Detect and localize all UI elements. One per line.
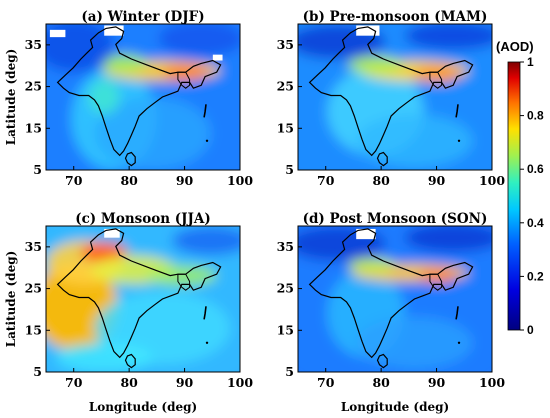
x-tick-label: 70: [65, 375, 83, 390]
panel-title: (d) Post Monsoon (SON): [303, 211, 488, 227]
colorbar-tick-label: 0: [527, 323, 534, 337]
y-tick-label: 15: [277, 322, 294, 337]
ylabel-top: Latitude (deg): [4, 49, 18, 146]
y-tick-label: 25: [277, 281, 294, 296]
x-tick-label: 70: [317, 375, 335, 390]
map-panel-2: (b) Pre-monsoon (MAM) 70 80 90 100 35 25 15 5: [277, 9, 506, 188]
x-tick-label: 80: [372, 375, 390, 390]
y-tick-label: 5: [33, 162, 42, 177]
india-border: [308, 228, 474, 359]
colorbar-tick-label: 1: [527, 55, 534, 69]
x-tick-label: 80: [372, 173, 390, 188]
ylabel-bottom: Latitude (deg): [4, 251, 18, 348]
colorbar-tick-label: 0.2: [527, 269, 544, 283]
map-frame: [297, 23, 493, 171]
map-panel-3: (c) Monsoon (JJA) 70 80 90 100 35 25 15 5: [25, 211, 254, 390]
andaman-islands: [203, 104, 207, 118]
colorbar-bar: [507, 61, 521, 331]
no-data-patch: [104, 25, 124, 36]
sri-lanka-border: [376, 151, 388, 167]
bangladesh-border: [177, 71, 191, 89]
no-data-patch: [356, 25, 380, 36]
panel-title: (a) Winter (DJF): [81, 9, 204, 25]
x-tick-label: 100: [227, 375, 253, 390]
y-tick-label: 35: [25, 239, 42, 254]
y-tick-label: 5: [285, 162, 294, 177]
andaman-islands: [203, 306, 207, 320]
bangladesh-border: [429, 273, 443, 291]
x-tick-label: 100: [227, 173, 253, 188]
y-tick-label: 35: [277, 239, 294, 254]
y-tick-label: 25: [25, 281, 42, 296]
x-tick-label: 90: [176, 173, 194, 188]
bangladesh-border: [177, 273, 191, 291]
aod-field: [298, 24, 492, 170]
y-tick-label: 15: [25, 120, 42, 135]
nicobar-island: [205, 139, 209, 142]
x-tick-label: 90: [176, 375, 194, 390]
y-tick-label: 5: [285, 364, 294, 379]
panel-title: (c) Monsoon (JJA): [75, 211, 211, 227]
sri-lanka-border: [124, 353, 136, 369]
xlabel-left: Longitude (deg): [89, 400, 197, 414]
y-tick-label: 25: [25, 79, 42, 94]
x-tick-label: 70: [65, 173, 83, 188]
nicobar-island: [457, 341, 461, 344]
nicobar-island: [457, 139, 461, 142]
y-tick-label: 35: [277, 37, 294, 52]
sri-lanka-border: [376, 353, 388, 369]
bangladesh-border: [429, 71, 443, 89]
y-tick-label: 15: [25, 322, 42, 337]
colorbar: 1 0.8 0.6 0.4 0.2 0 (AOD): [496, 39, 544, 337]
aod-field: [298, 226, 492, 372]
x-tick-label: 80: [120, 173, 138, 188]
y-tick-label: 5: [33, 364, 42, 379]
no-data-patch: [212, 54, 223, 61]
x-tick-label: 70: [317, 173, 335, 188]
map-frame: [297, 225, 493, 373]
y-tick-label: 15: [277, 120, 294, 135]
colorbar-tick-label: 0.4: [527, 216, 544, 230]
x-tick-label: 90: [428, 375, 446, 390]
x-tick-label: 100: [479, 173, 505, 188]
map-panel-4: (d) Post Monsoon (SON) 70 80 90 100 35 25 15 5: [277, 211, 506, 390]
map-frame: [45, 225, 241, 373]
panel-title: (b) Pre-monsoon (MAM): [303, 9, 488, 25]
sri-lanka-border: [124, 151, 136, 167]
x-tick-label: 100: [479, 375, 505, 390]
andaman-islands: [455, 306, 459, 320]
india-border: [56, 228, 222, 359]
aod-field: [46, 226, 240, 372]
no-data-patch: [356, 228, 376, 240]
india-border: [308, 26, 474, 157]
india-border: [56, 26, 222, 157]
y-tick-label: 25: [277, 79, 294, 94]
andaman-islands: [455, 104, 459, 118]
map-panel-1: (a) Winter (DJF) 70 80 90 100 35 25 15 5: [25, 9, 254, 188]
colorbar-tick-label: 0.6: [527, 162, 544, 176]
colorbar-title: (AOD): [496, 39, 534, 54]
y-tick-label: 35: [25, 37, 42, 52]
xlabel-right: Longitude (deg): [341, 400, 449, 414]
aod-field: [46, 24, 240, 170]
map-frame: [45, 23, 241, 171]
no-data-patch: [49, 29, 66, 38]
colorbar-tick-label: 0.8: [527, 109, 544, 123]
nicobar-island: [205, 341, 209, 344]
no-data-patch: [104, 228, 120, 238]
x-tick-label: 80: [120, 375, 138, 390]
x-tick-label: 90: [428, 173, 446, 188]
